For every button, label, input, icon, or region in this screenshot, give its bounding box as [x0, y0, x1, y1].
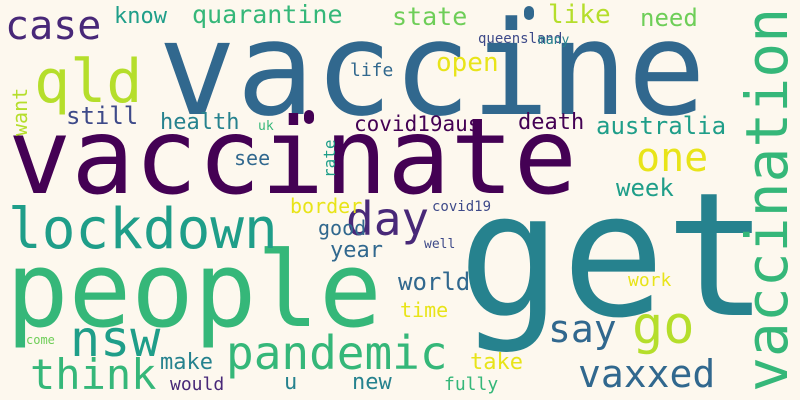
word-vaccination: vaccination	[733, 7, 800, 392]
word-week: week	[616, 174, 674, 202]
word-make: time	[400, 298, 449, 322]
word-covid19: fully	[444, 374, 499, 395]
dot-decoration	[524, 6, 534, 20]
word-pandemic: pandemic	[226, 326, 448, 380]
word-see: border	[290, 194, 363, 218]
word-covid19aus: covid19aus	[354, 112, 481, 136]
word-think: think	[30, 350, 157, 399]
word-time: year	[330, 238, 383, 263]
word-fully: take	[470, 350, 523, 375]
word-come: many	[538, 33, 570, 48]
word-say: say	[548, 307, 617, 351]
word-would: new	[352, 370, 392, 395]
word-health: health	[160, 110, 240, 135]
word-want: uk	[258, 119, 274, 134]
word-vaccine: vaccine	[158, 0, 706, 145]
word-vaxxed: vaxxed	[578, 352, 716, 396]
word-people: people	[6, 229, 382, 351]
word-state: state	[392, 2, 468, 31]
word-good: world	[398, 268, 471, 296]
word-australia: australia	[596, 112, 727, 140]
word-take: u	[284, 370, 298, 395]
word-get: get	[458, 155, 769, 356]
word-well: work	[628, 270, 672, 291]
word-queensland: covid19	[432, 199, 492, 215]
word-life: life	[350, 60, 394, 81]
word-death: death	[518, 110, 585, 135]
word-nsw: nsw	[70, 310, 161, 368]
word-need: need	[640, 4, 698, 32]
word-uk: queensland	[478, 31, 563, 47]
word-work: would	[170, 374, 225, 395]
word-case: case	[5, 3, 102, 49]
word-quarantine: quarantine	[192, 0, 343, 29]
word-u: good	[318, 216, 367, 240]
word-many: well	[424, 237, 456, 252]
word-day: day	[346, 192, 430, 246]
word-lockdown: lockdown	[8, 197, 278, 262]
word-qld: qld	[34, 47, 143, 117]
word-still: still	[66, 102, 139, 130]
word-go: go	[632, 296, 695, 356]
word-new: make	[160, 350, 213, 375]
word-border: want	[8, 87, 32, 136]
word-rate: come	[26, 333, 55, 347]
word-open: open	[436, 48, 499, 78]
word-world: rate	[320, 139, 339, 178]
word-one: one	[636, 135, 709, 181]
word-vaccinate: vaccinate	[8, 96, 577, 218]
word-year: see	[234, 146, 271, 170]
dot-decoration	[304, 110, 314, 124]
word-like: like	[548, 0, 611, 30]
word-know: know	[114, 4, 167, 29]
